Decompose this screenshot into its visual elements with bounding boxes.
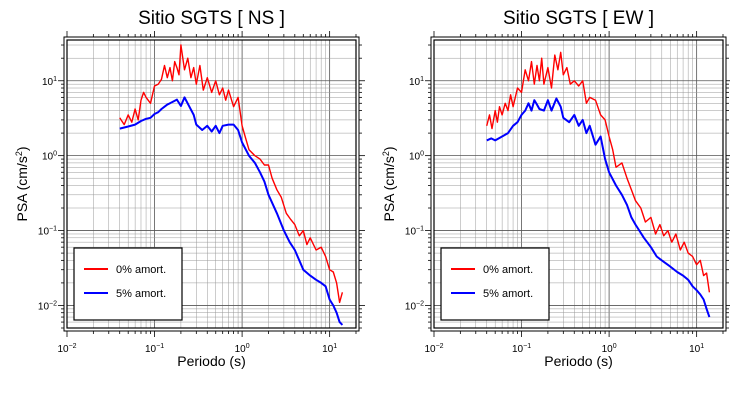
chart-1-x-tick-exp: 0 xyxy=(613,343,617,350)
chart-1-x-tick-label: 10−1 xyxy=(512,343,531,355)
chart-1-frame xyxy=(433,39,724,329)
chart-1-y-tick-exp: −1 xyxy=(416,226,424,233)
chart-1-x-tick-exp: −1 xyxy=(523,343,531,350)
chart-0-x-tick-label: 10−1 xyxy=(145,343,164,355)
chart-1-x-tick-exp: −2 xyxy=(436,343,444,350)
chart-0-legend-label: 0% amort. xyxy=(116,264,166,276)
chart-1-series-blue-line xyxy=(486,97,711,318)
chart-0-x-tick-label: 10−2 xyxy=(57,343,76,355)
chart-0-y-tick-label: 101 xyxy=(42,76,57,88)
chart-0-series-red-line xyxy=(119,44,344,304)
chart-1-title: Sitio SGTS [ EW ] xyxy=(503,8,654,29)
chart-1-legend-label: 0% amort. xyxy=(483,264,533,276)
chart-1-y-tick-exp: −2 xyxy=(416,300,424,307)
chart-0-y-tick-exp: 1 xyxy=(53,76,57,83)
chart-0-title: Sitio SGTS [ NS ] xyxy=(138,8,285,29)
chart-1-y-tick-label: 10−2 xyxy=(405,300,424,312)
chart-1-x-tick-base: 10 xyxy=(602,344,614,355)
chart-0-y-axis-label-main: PSA (cm/s xyxy=(14,156,30,221)
chart-0-legend-label: 5% amort. xyxy=(116,288,166,300)
chart-1-y-tick-base: 10 xyxy=(409,77,421,88)
chart-1-x-tick-label: 101 xyxy=(689,343,704,355)
chart-0-x-tick-base: 10 xyxy=(235,344,247,355)
chart-1-y-axis-label: PSA (cm/s2) xyxy=(381,146,397,221)
chart-0-x-tick-base: 10 xyxy=(145,344,157,355)
chart-1-y-tick-base: 10 xyxy=(405,227,417,238)
chart-0-y-tick-exp: 0 xyxy=(53,151,57,158)
chart-1-y-axis-label-close: ) xyxy=(381,146,397,151)
chart-0-x-tick-exp: −2 xyxy=(69,343,77,350)
chart-0-y-axis-label-close: ) xyxy=(14,146,30,151)
chart-1-y-tick-exp: 1 xyxy=(420,76,424,83)
chart-0-x-tick-exp: 1 xyxy=(333,343,337,350)
chart-1-y-axis-label-sup: 2 xyxy=(381,151,391,156)
chart-0-x-tick-base: 10 xyxy=(57,344,69,355)
chart-0-x-tick-label: 101 xyxy=(322,343,337,355)
chart-0-y-tick-label: 100 xyxy=(42,151,57,163)
chart-0-grid xyxy=(66,40,357,329)
chart-0-y-axis-label: PSA (cm/s2) xyxy=(14,146,30,221)
chart-1-legend: 0% amort. 5% amort. xyxy=(440,247,550,321)
chart-0-frame xyxy=(66,39,357,329)
chart-0-y-tick-label: 10−2 xyxy=(38,300,57,312)
chart-0-y-tick-base: 10 xyxy=(42,77,54,88)
chart-1-x-tick-label: 100 xyxy=(602,343,617,355)
chart-1-grid xyxy=(433,40,724,329)
chart-1-legend-box xyxy=(440,247,550,321)
chart-1-legend-label: 5% amort. xyxy=(483,288,533,300)
chart-0-y-tick-base: 10 xyxy=(42,152,54,163)
chart-0-x-tick-label: 100 xyxy=(235,343,250,355)
chart-0-legend-box xyxy=(73,247,183,321)
chart-0-frame-outer xyxy=(63,36,360,332)
chart-1-y-tick-base: 10 xyxy=(405,301,417,312)
chart-1-y-tick-base: 10 xyxy=(409,152,421,163)
chart-1-x-tick-exp: 1 xyxy=(700,343,704,350)
chart-1-y-tick-exp: 0 xyxy=(420,151,424,158)
chart-0-y-tick-exp: −2 xyxy=(49,300,57,307)
chart-0-x-tick-base: 10 xyxy=(322,344,334,355)
chart-1-x-tick-base: 10 xyxy=(512,344,524,355)
chart-0-y-tick-base: 10 xyxy=(38,301,50,312)
chart-0-series-blue-line xyxy=(119,96,344,326)
chart-0-y-tick-label: 10−1 xyxy=(38,226,57,238)
chart-1-series-red-line xyxy=(486,51,711,293)
chart-0-y-tick-exp: −1 xyxy=(49,226,57,233)
chart-0-y-tick-base: 10 xyxy=(38,227,50,238)
chart-0-x-axis-label: Periodo (s) xyxy=(177,353,245,369)
chart-1-frame-outer xyxy=(430,36,727,332)
chart-1-y-tick-label: 101 xyxy=(409,76,424,88)
chart-1-y-axis-label-main: PSA (cm/s xyxy=(381,156,397,221)
chart-1-y-tick-label: 10−1 xyxy=(405,226,424,238)
chart-1-x-axis-label: Periodo (s) xyxy=(544,353,612,369)
chart-1-x-tick-base: 10 xyxy=(689,344,701,355)
chart-0-x-tick-exp: −1 xyxy=(156,343,164,350)
chart-1-x-tick-label: 10−2 xyxy=(424,343,443,355)
chart-1-y-tick-label: 100 xyxy=(409,151,424,163)
chart-0-y-axis-label-sup: 2 xyxy=(14,151,24,156)
chart-0-legend: 0% amort. 5% amort. xyxy=(73,247,183,321)
chart-0-x-tick-exp: 0 xyxy=(246,343,250,350)
chart-1-x-tick-base: 10 xyxy=(424,344,436,355)
